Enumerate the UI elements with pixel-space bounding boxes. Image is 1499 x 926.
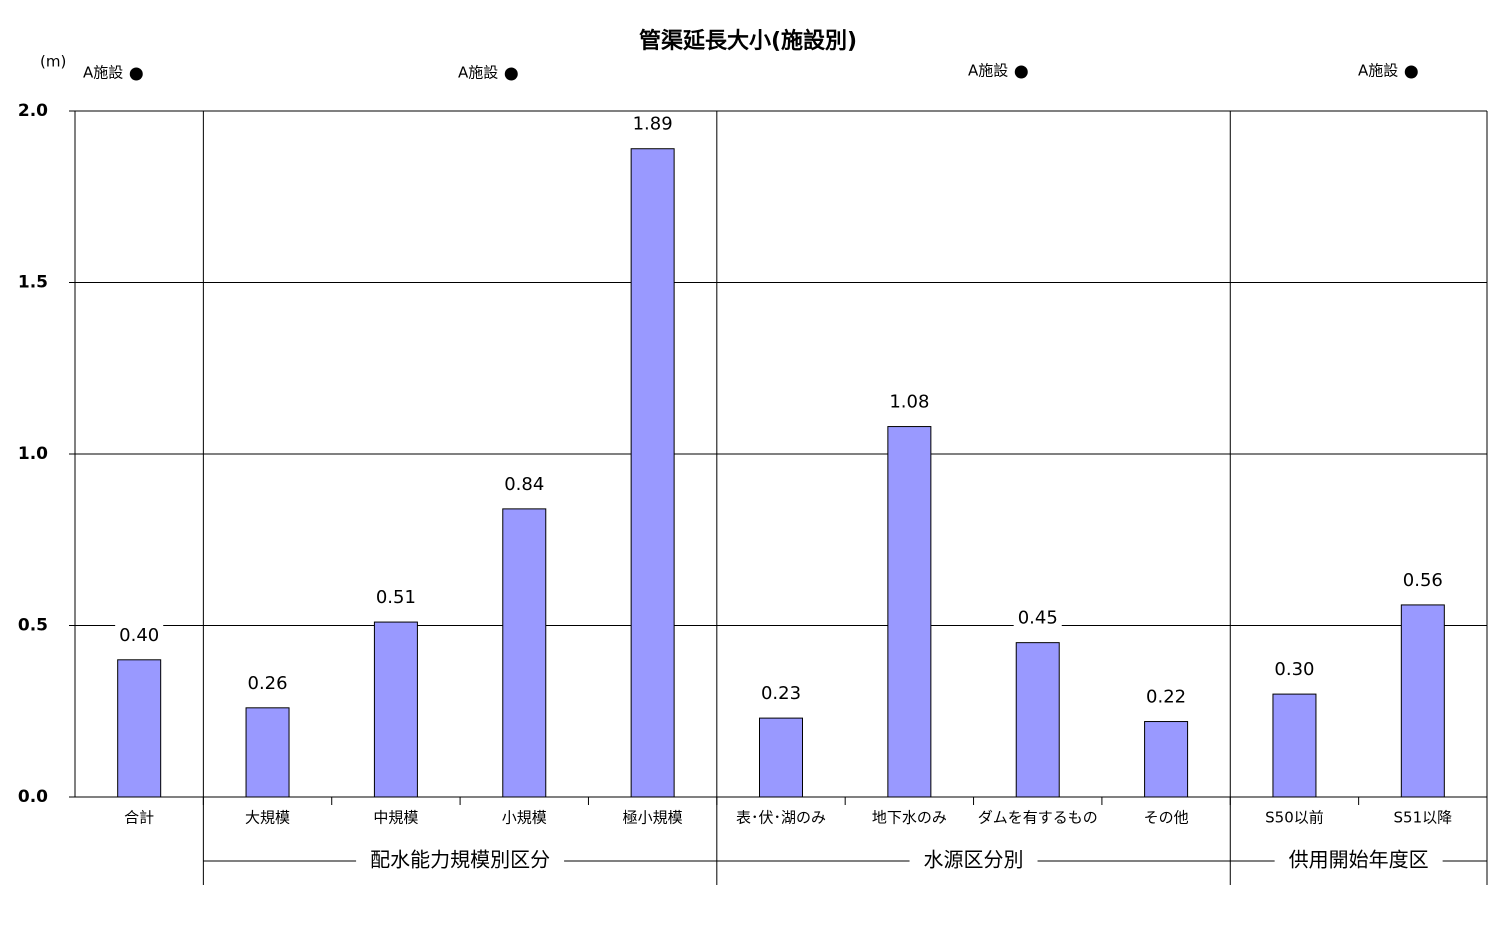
annotation: A施設 [968,62,1008,80]
y-tick-label: 2.0 [18,101,48,121]
value-label: 0.40 [119,625,159,646]
x-tick-label: 表･伏･湖のみ [736,809,826,827]
x-tick-label: 地下水のみ [872,809,947,827]
value-label: 0.56 [1403,570,1443,591]
x-tick-label: その他 [1144,809,1189,827]
x-tick-label: 小規模 [502,809,547,827]
annotation-marker [1014,65,1028,79]
bar [245,707,290,798]
label-background [1013,605,1062,631]
x-tick-label: 極小規模 [623,809,683,827]
annotation: A施設 [83,64,123,82]
label-background [1270,657,1319,683]
x-tick-label: 合計 [124,809,154,827]
value-label: 0.26 [248,673,288,694]
annotation-marker [129,67,143,81]
label-background [628,111,677,137]
annotation: A施設 [1358,62,1398,80]
label-background [885,389,934,415]
annotation-marker [1404,65,1418,79]
value-label: 0.45 [1018,608,1058,629]
label-background [243,670,292,696]
value-label: 0.51 [376,587,416,608]
group-label: 配水能力規模別区分 [370,848,550,872]
annotation: A施設 [458,64,498,82]
bar [117,659,162,798]
x-tick-label: S51以降 [1394,809,1453,827]
y-axis-label: (m) [40,53,66,71]
label-background [371,585,420,611]
y-tick-label: 1.0 [18,444,48,464]
value-label: 0.22 [1146,687,1186,708]
x-tick-label: ダムを有するもの [978,809,1098,827]
label-background [500,471,549,497]
value-label: 0.23 [761,683,801,704]
bar [1272,693,1317,798]
label-background [115,622,164,648]
label-background [1398,567,1447,593]
bar [759,717,803,798]
annotation-marker [504,67,518,81]
label-background [1142,684,1191,710]
bar [630,148,675,798]
label-background [756,681,806,707]
value-label: 1.08 [889,392,929,413]
value-label: 1.89 [633,114,673,135]
y-tick-label: 1.5 [18,273,48,293]
y-tick-label: 0.0 [18,787,48,807]
bar [1015,642,1060,798]
x-tick-label: 大規模 [245,809,290,827]
value-label: 0.30 [1274,659,1314,680]
group-label: 水源区分別 [924,848,1024,872]
bar [502,508,547,798]
x-tick-label: 中規模 [373,809,418,827]
y-tick-label: 0.5 [18,616,48,636]
bar [887,426,932,798]
value-label: 0.84 [504,474,544,495]
chart-title: 管渠延長大小(施設別) [639,28,857,54]
bar [1400,604,1445,798]
bar [1144,721,1189,798]
x-tick-label: S50以前 [1265,809,1324,827]
bar [373,621,418,798]
group-label: 供用開始年度区 [1289,848,1429,872]
